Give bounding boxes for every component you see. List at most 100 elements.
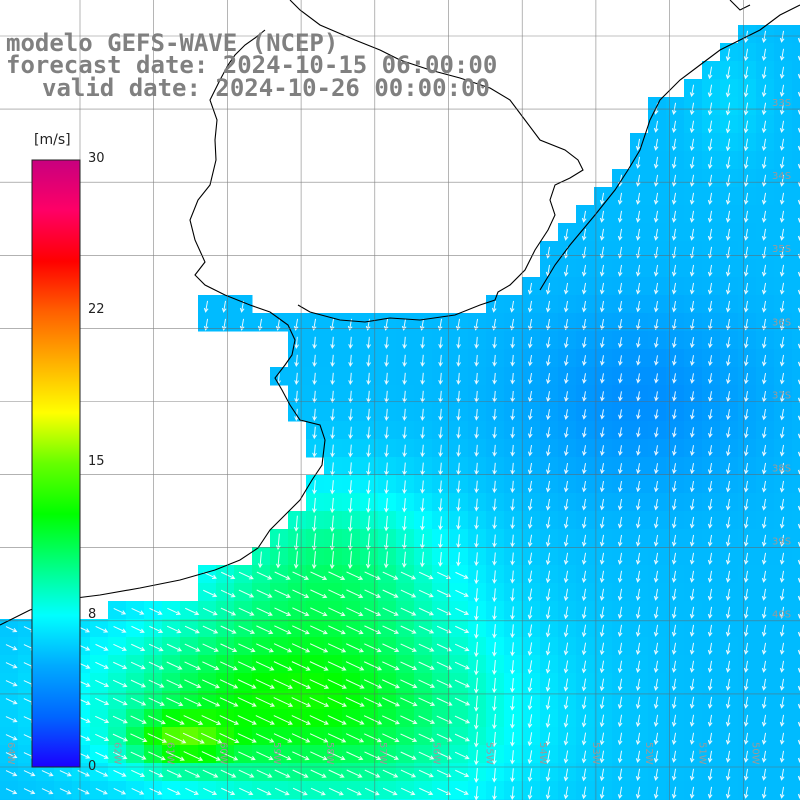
wind-arrow [202,769,219,778]
wind-arrow [167,607,181,615]
wind-arrow [545,282,551,295]
wind-arrow [599,642,605,656]
wind-arrow [671,120,677,133]
wind-arrow [202,625,219,634]
wind-arrow [202,679,220,689]
wind-arrow [599,714,605,728]
wind-arrow [347,533,353,551]
wind-arrow [491,300,497,313]
wind-arrow [743,732,749,745]
wind-arrow [761,192,767,205]
wind-arrow [761,732,767,745]
wind-arrow [743,606,749,619]
wind-arrow [345,715,365,725]
wind-arrow [743,156,749,170]
wind-arrow [474,336,479,349]
wind-arrow [510,354,515,367]
wind-arrow [366,426,371,440]
wind-arrow [474,588,479,603]
wind-arrow [402,515,407,532]
wind-arrow [654,445,659,456]
wind-arrow [220,769,237,778]
wind-arrow [545,552,551,566]
wind-arrow [310,787,326,796]
wind-arrow [420,372,425,385]
wind-arrow [402,498,407,513]
wind-arrow [328,589,346,599]
wind-arrow [492,588,497,603]
wind-arrow [454,697,471,706]
wind-arrow [599,660,605,674]
wind-arrow [202,643,219,652]
wind-arrow [237,697,257,707]
wind-arrow [400,751,417,760]
wind-arrow [527,606,533,620]
wind-arrow [474,498,479,512]
wind-arrow [418,571,434,580]
wind-arrow [77,788,90,795]
wind-arrow [545,355,551,367]
wind-arrow [743,138,749,152]
wind-cell [792,61,800,80]
wind-arrow [707,588,713,601]
wind-arrow [689,337,695,349]
wind-arrow [492,768,497,783]
wind-arrow [382,787,398,796]
wind-arrow [202,607,218,616]
wind-arrow [779,516,785,529]
wind-arrow [725,409,731,421]
wind-arrow [725,427,731,439]
wind-arrow [148,751,166,761]
wind-arrow [384,480,389,495]
wind-arrow [743,498,749,511]
wind-arrow [707,300,713,313]
wind-arrow [653,498,659,511]
wind-arrow [545,462,551,475]
wind-arrow [725,120,731,134]
wind-arrow [707,606,713,619]
wind-arrow [761,102,767,116]
wind-arrow [509,300,515,313]
wind-arrow [112,733,129,742]
wind-arrow [599,228,605,241]
wind-arrow [238,607,255,616]
lon-label-53W: 53W [590,742,601,765]
wind-cell [792,115,800,134]
wind-arrow [581,678,587,692]
wind-arrow [671,210,677,223]
wind-arrow [743,66,749,80]
wind-arrow [743,678,749,691]
wind-arrow [582,427,587,438]
wind-arrow [510,714,515,729]
wind-arrow [671,750,677,763]
wind-arrow [418,697,436,706]
wind-arrow [456,480,461,494]
wind-arrow [672,427,677,438]
wind-arrow [455,607,470,616]
wind-arrow [166,625,182,634]
wind-arrow [492,750,497,765]
wind-arrow [779,354,785,367]
wind-arrow [545,786,551,800]
wind-arrow [564,391,569,402]
colorbar-unit: [m/s] [34,132,71,148]
wind-arrow [743,768,749,781]
wind-arrow [418,769,434,778]
wind-arrow [419,318,425,331]
wind-arrow [689,84,695,98]
wind-arrow [400,787,416,796]
wind-arrow [274,787,290,796]
wind-arrow [274,589,291,598]
wind-arrow [363,661,383,671]
wind-arrow [563,228,569,241]
wind-arrow [617,498,623,511]
wind-arrow [563,624,569,638]
wind-arrow [635,660,641,674]
wind-arrow [455,625,470,634]
wind-arrow [761,138,767,152]
wind-arrow [689,498,695,511]
wind-arrow [707,445,713,457]
wind-arrow [707,624,713,637]
wind-arrow [545,318,551,331]
wind-arrow [454,715,471,724]
